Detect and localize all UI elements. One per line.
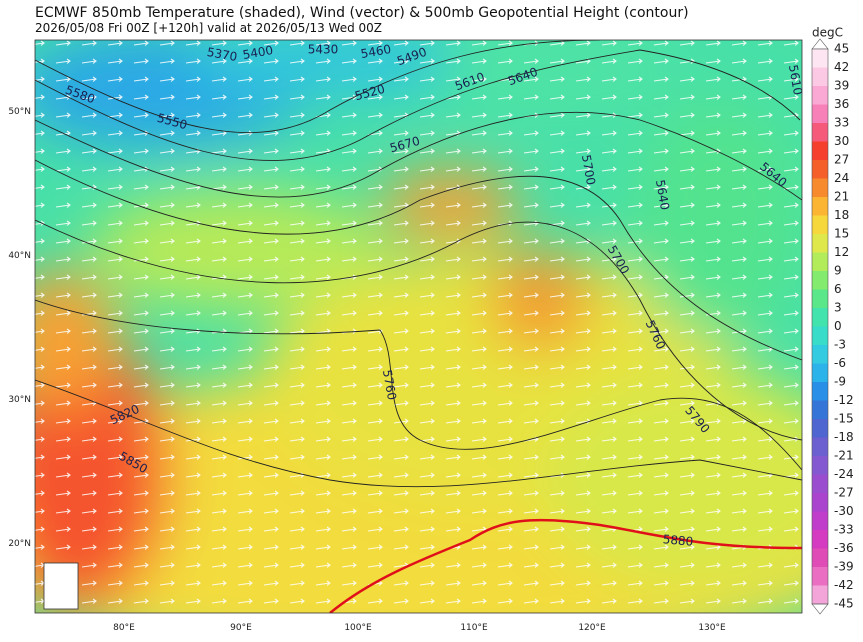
lon-label: 90°E xyxy=(230,623,252,633)
colorbar-bin xyxy=(812,585,828,604)
contour-label: 5430 xyxy=(308,43,339,57)
colorbar-bin xyxy=(812,271,828,290)
colorbar-tick-label: 33 xyxy=(834,116,849,130)
colorbar-tick-label: -18 xyxy=(834,430,854,444)
colorbar-tick-label: 39 xyxy=(834,79,849,93)
colorbar-tick-label: 3 xyxy=(834,301,842,315)
colorbar-tick-label: 36 xyxy=(834,97,849,111)
colorbar-bin xyxy=(812,530,828,549)
subtitle: 2026/05/08 Fri 00Z [+120h] valid at 2026… xyxy=(35,21,382,35)
colorbar-bin xyxy=(812,215,828,234)
colorbar-tick-label: -39 xyxy=(834,560,854,574)
colorbar-tick-label: 15 xyxy=(834,227,849,241)
lon-label: 100°E xyxy=(344,623,372,633)
colorbar-tick-label: 30 xyxy=(834,134,849,148)
colorbar-frame xyxy=(811,48,829,605)
contour-5880 xyxy=(329,518,802,613)
colorbar-bin xyxy=(812,363,828,382)
colorbar-bin xyxy=(812,326,828,345)
lon-label: 130°E xyxy=(698,623,726,633)
colorbar-bin xyxy=(812,252,828,271)
lat-label: 40°N xyxy=(8,251,31,261)
colorbar-bin xyxy=(812,382,828,401)
colorbar-tick-label: -27 xyxy=(834,486,854,500)
contour-label: 5370 xyxy=(206,45,239,64)
inset-box xyxy=(43,562,79,610)
colorbar-bin xyxy=(812,456,828,475)
colorbar-tick-label: 21 xyxy=(834,190,849,204)
colorbar-bin xyxy=(812,160,828,179)
colorbar-tick-label: 45 xyxy=(834,42,849,56)
contour-label: 5880 xyxy=(662,532,694,549)
contour-label: 5460 xyxy=(360,42,393,61)
colorbar-tick-label: -12 xyxy=(834,393,854,407)
colorbar-cap-bottom xyxy=(811,603,829,615)
colorbar-tick-label: 42 xyxy=(834,60,849,74)
contour-label: 5700 xyxy=(579,154,598,187)
colorbar-tick-label: -15 xyxy=(834,412,854,426)
colorbar-tick-label: -3 xyxy=(834,338,846,352)
colorbar-bin xyxy=(812,474,828,493)
title: ECMWF 850mb Temperature (shaded), Wind (… xyxy=(35,5,689,21)
colorbar-bin xyxy=(812,86,828,105)
contour-label: 5610 xyxy=(786,64,805,97)
colorbar-bin xyxy=(812,104,828,123)
colorbar-tick-label: -24 xyxy=(834,467,854,481)
colorbar-bin xyxy=(812,197,828,216)
colorbar-bin xyxy=(812,308,828,327)
colorbar-tick-label: 24 xyxy=(834,171,849,185)
colorbar-tick-label: 12 xyxy=(834,245,849,259)
colorbar-bin xyxy=(812,67,828,86)
colorbar-unit: degC xyxy=(812,26,843,40)
colorbar-tick-label: 27 xyxy=(834,153,849,167)
colorbar-tick-label: 9 xyxy=(834,264,842,278)
colorbar-bin xyxy=(812,123,828,142)
lat-label: 20°N xyxy=(8,539,31,549)
colorbar-tick-label: -36 xyxy=(834,541,854,555)
colorbar-bin xyxy=(812,493,828,512)
contour-label: 5640 xyxy=(653,179,672,212)
colorbar-bin xyxy=(812,234,828,253)
lat-label: 30°N xyxy=(8,395,31,405)
colorbar-tick-label: 0 xyxy=(834,319,842,333)
contour-lines xyxy=(35,40,802,488)
colorbar-tick-label: -42 xyxy=(834,578,854,592)
colorbar-bin xyxy=(812,400,828,419)
colorbar-bin xyxy=(812,548,828,567)
contour-label: 5400 xyxy=(242,43,275,62)
colorbar-tick-label: -21 xyxy=(834,449,854,463)
lon-label: 120°E xyxy=(578,623,606,633)
colorbar-bin xyxy=(812,345,828,364)
lon-label: 110°E xyxy=(460,623,488,633)
lon-label: 80°E xyxy=(113,623,135,633)
colorbar-bin xyxy=(812,289,828,308)
map-frame xyxy=(34,39,803,614)
colorbar-tick-label: 6 xyxy=(834,282,842,296)
colorbar-tick-label: 18 xyxy=(834,208,849,222)
lat-label: 50°N xyxy=(8,107,31,117)
colorbar-tick-label: -45 xyxy=(834,597,854,611)
colorbar-bin xyxy=(812,141,828,160)
colorbar-tick-label: -33 xyxy=(834,523,854,537)
colorbar-bin xyxy=(812,511,828,530)
colorbar-bin xyxy=(812,178,828,197)
colorbar-bin xyxy=(812,49,828,68)
colorbar-tick-label: -6 xyxy=(834,356,846,370)
colorbar-tick-label: -9 xyxy=(834,375,846,389)
colorbar-bin xyxy=(812,567,828,586)
colorbar-tick-label: -30 xyxy=(834,504,854,518)
colorbar-bin xyxy=(812,437,828,456)
colorbar-bin xyxy=(812,419,828,438)
contour-label: 5760 xyxy=(380,369,399,402)
colorbar-cap-top xyxy=(811,38,829,50)
